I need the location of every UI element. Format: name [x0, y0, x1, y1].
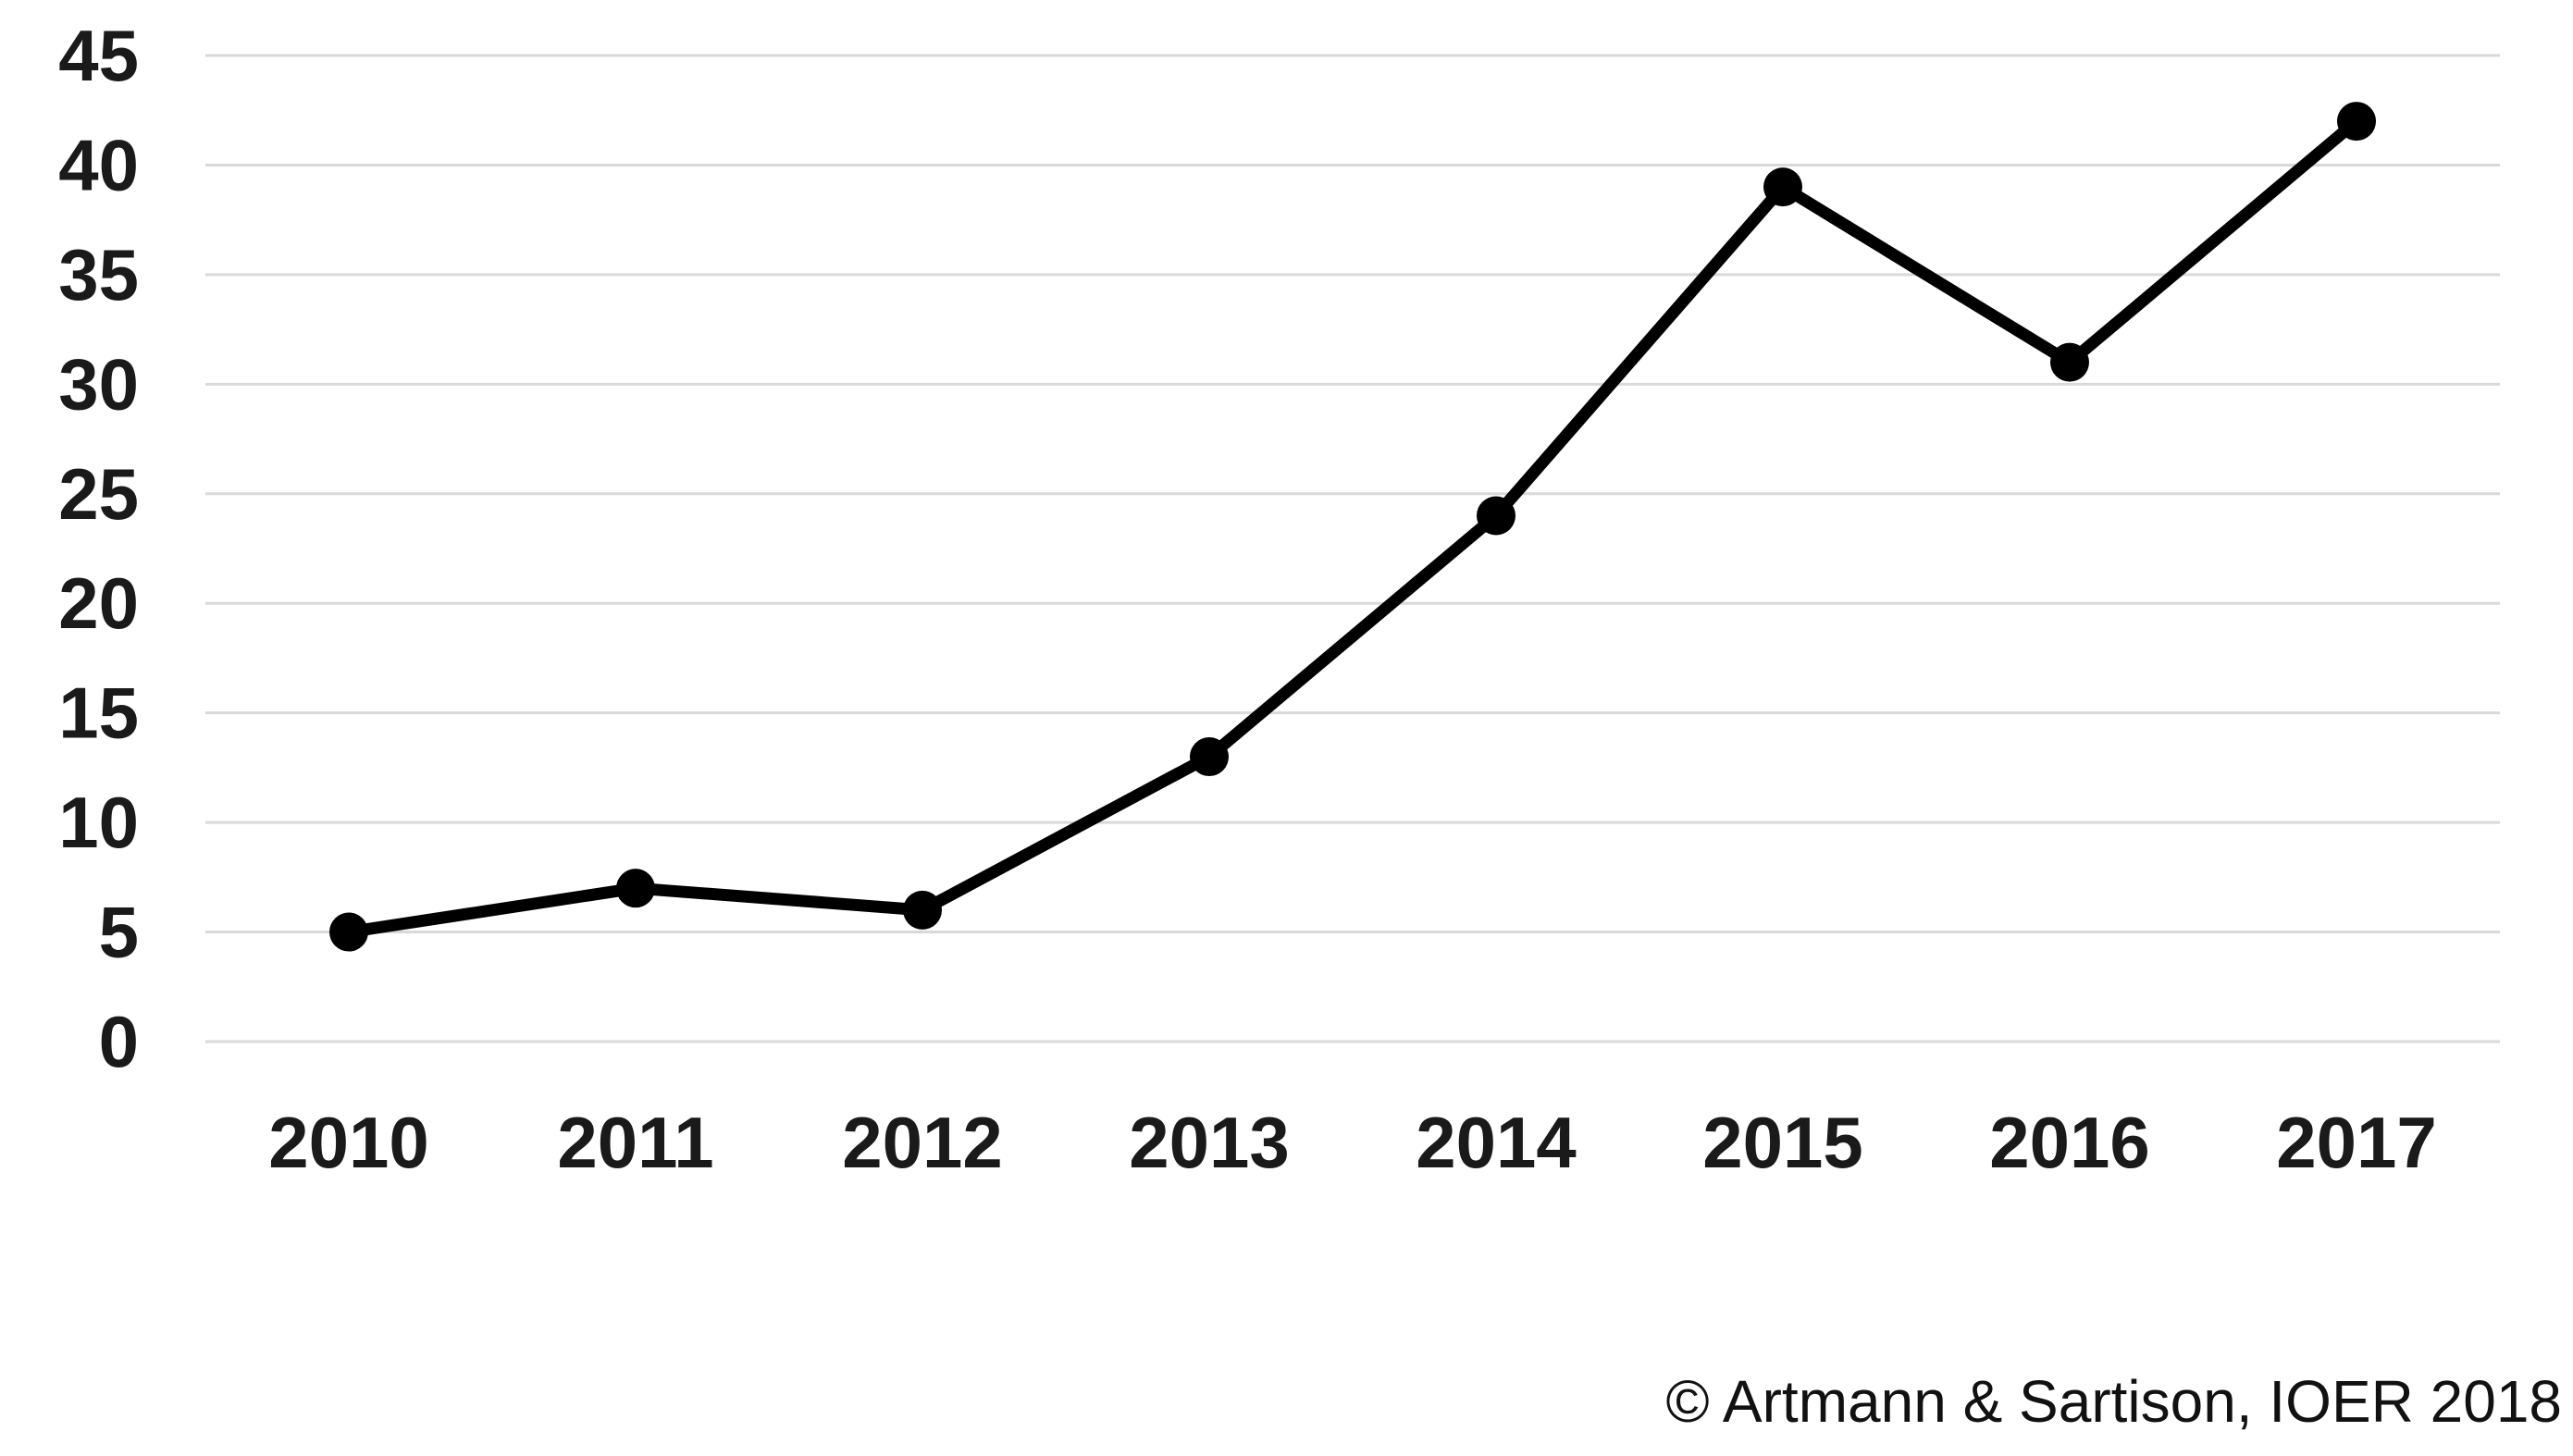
y-axis-tick-label: 20 — [58, 562, 139, 644]
data-point-marker-2011 — [616, 869, 655, 908]
y-axis-tick-label: 40 — [58, 124, 139, 205]
data-point-marker-2013 — [1190, 737, 1229, 777]
y-axis-tick-label: 0 — [99, 1001, 139, 1082]
data-point-marker-2016 — [2050, 342, 2089, 382]
x-axis-tick-label: 2017 — [2276, 1102, 2437, 1183]
y-axis-tick-label: 25 — [58, 453, 139, 535]
x-axis-tick-label: 2013 — [1129, 1102, 1290, 1183]
x-axis-tick-label: 2015 — [1702, 1102, 1863, 1183]
x-axis-tick-label: 2014 — [1416, 1102, 1577, 1183]
y-axis-tick-label: 35 — [58, 234, 139, 315]
y-axis-tick-label: 5 — [99, 892, 139, 973]
data-point-marker-2010 — [329, 912, 368, 952]
data-point-marker-2017 — [2337, 102, 2376, 142]
data-point-marker-2014 — [1477, 496, 1515, 536]
x-axis-tick-label: 2016 — [1989, 1102, 2150, 1183]
y-axis-tick-label: 10 — [58, 782, 139, 863]
x-axis-tick-label: 2011 — [557, 1102, 713, 1183]
attribution-text: © Artmann & Sartison, IOER 2018 — [1665, 1368, 2563, 1435]
y-axis-tick-label: 45 — [58, 15, 139, 96]
x-axis-tick-label: 2012 — [842, 1102, 1003, 1183]
x-axis-tick-label: 2010 — [268, 1102, 429, 1183]
y-axis-tick-label: 30 — [58, 343, 139, 425]
y-axis-tick-label: 15 — [58, 672, 139, 754]
data-point-marker-2012 — [903, 890, 942, 930]
data-point-marker-2015 — [1763, 167, 1802, 207]
series-line — [342, 115, 2363, 939]
